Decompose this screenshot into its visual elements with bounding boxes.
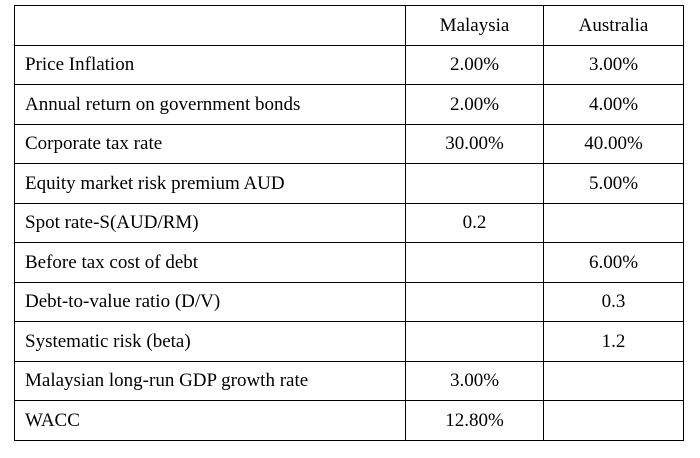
table-row: Corporate tax rate 30.00% 40.00% [14,123,684,164]
australia-cell: 3.00% [543,44,684,85]
australia-cell: 5.00% [543,163,684,204]
row-label: Price Inflation [14,44,406,85]
row-label: Systematic risk (beta) [14,321,406,362]
table-row: WACC 12.80% [14,400,684,441]
malaysia-cell [405,281,544,322]
row-label: Spot rate-S(AUD/RM) [14,202,406,243]
australia-cell [543,202,684,243]
malaysia-cell [405,242,544,283]
row-label: Equity market risk premium AUD [14,163,406,204]
australia-cell: 0.3 [543,281,684,322]
australia-cell [543,360,684,401]
australia-cell [543,400,684,441]
australia-cell: 40.00% [543,123,684,164]
malaysia-cell: 30.00% [405,123,544,164]
row-label: Annual return on government bonds [14,84,406,125]
malaysia-cell: 12.80% [405,400,544,441]
table-row: Before tax cost of debt 6.00% [14,242,684,283]
australia-cell: 4.00% [543,84,684,125]
malaysia-cell: 3.00% [405,360,544,401]
table-row: Annual return on government bonds 2.00% … [14,84,684,125]
header-blank-cell [14,5,406,46]
malaysia-cell [405,321,544,362]
malaysia-cell: 0.2 [405,202,544,243]
australia-cell: 1.2 [543,321,684,362]
table-row: Equity market risk premium AUD 5.00% [14,163,684,204]
table-row: Malaysian long-run GDP growth rate 3.00% [14,360,684,401]
table-row: Debt-to-value ratio (D/V) 0.3 [14,281,684,322]
table-row: Price Inflation 2.00% 3.00% [14,44,684,85]
header-malaysia: Malaysia [405,5,544,46]
malaysia-cell: 2.00% [405,84,544,125]
table-row: Spot rate-S(AUD/RM) 0.2 [14,202,684,243]
header-australia: Australia [543,5,684,46]
malaysia-cell: 2.00% [405,44,544,85]
data-table: Malaysia Australia Price Inflation 2.00%… [14,5,684,441]
row-label: Debt-to-value ratio (D/V) [14,281,406,322]
australia-cell: 6.00% [543,242,684,283]
row-label: Before tax cost of debt [14,242,406,283]
table-header-row: Malaysia Australia [14,5,684,46]
row-label: WACC [14,400,406,441]
row-label: Malaysian long-run GDP growth rate [14,360,406,401]
malaysia-cell [405,163,544,204]
row-label: Corporate tax rate [14,123,406,164]
table-row: Systematic risk (beta) 1.2 [14,321,684,362]
